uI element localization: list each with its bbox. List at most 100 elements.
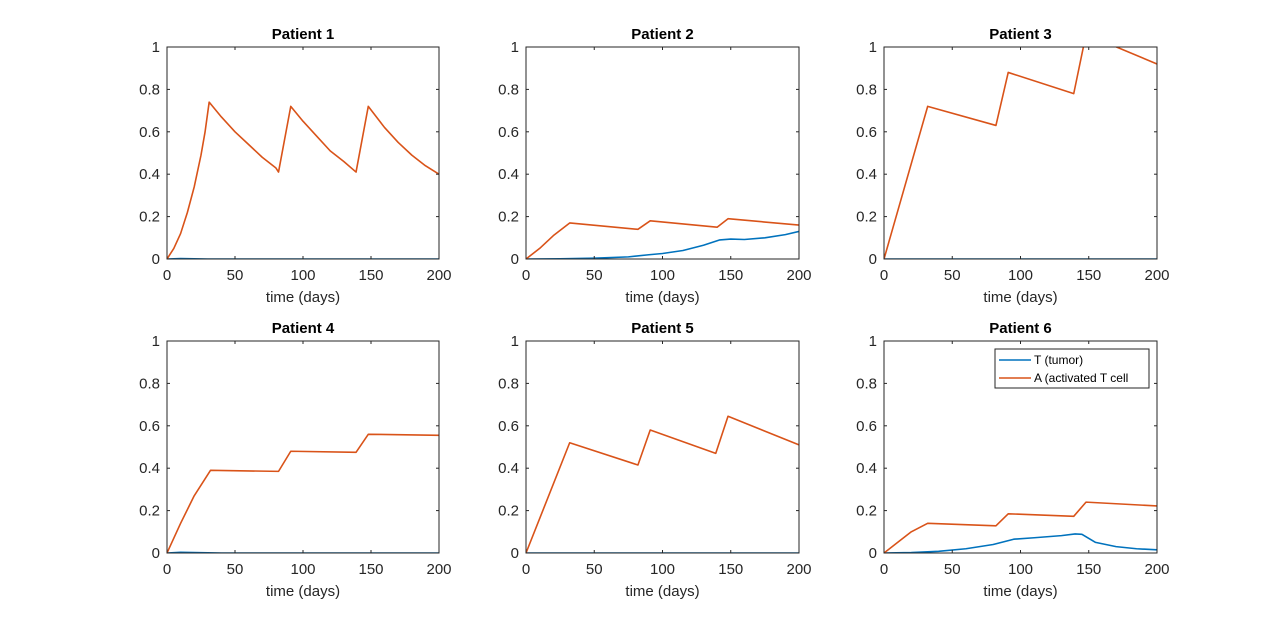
y-tick-label: 1 [869,333,877,350]
subplot-title: Patient 4 [272,320,335,337]
y-tick-label: 0.6 [856,418,877,435]
y-tick-label: 0.6 [139,418,160,435]
x-tick-label: 100 [650,561,675,578]
y-tick-label: 0.8 [139,81,160,98]
y-tick-label: 0.4 [856,460,877,477]
x-tick-label: 100 [1008,561,1033,578]
x-tick-label: 200 [426,561,451,578]
y-tick-label: 0.8 [498,375,519,392]
legend-label: A (activated T cell [1034,371,1128,385]
subplot-title: Patient 2 [631,26,694,43]
subplot-3: 0 50 100 150 200 0 0.2 0.4 0.6 0.8 1 Patient 3 time … [856,26,1169,306]
series-t-line [884,533,1157,553]
plot-area [167,47,439,259]
x-tick-label: 150 [718,561,743,578]
series-a-line [526,415,799,553]
series-a-line [884,47,1157,259]
y-tick-label: 0.8 [856,81,877,98]
x-tick-label: 0 [880,561,888,578]
y-tick-label: 0.2 [856,503,877,520]
x-tick-label: 150 [358,561,383,578]
y-tick-label: 0.2 [498,503,519,520]
subplot-6: 0 50 100 150 200 0 0.2 0.4 0.6 0.8 1 Patient 6 time … [856,320,1169,600]
y-tick-label: 0.4 [139,460,160,477]
x-tick-label: 50 [586,267,603,284]
x-tick-label: 50 [944,267,961,284]
y-tick-label: 0 [869,545,877,562]
x-tick-label: 0 [163,561,171,578]
y-tick-label: 0.2 [139,209,160,226]
series-a-line [167,101,439,259]
x-tick-label: 150 [718,267,743,284]
y-tick-label: 0.6 [139,124,160,141]
y-tick-label: 1 [511,333,519,350]
subplot-title: Patient 3 [989,26,1052,43]
x-axis-label: time (days) [983,289,1057,306]
y-tick-label: 0.2 [498,209,519,226]
y-tick-label: 0 [869,251,877,268]
legend-box [994,348,1150,389]
y-tick-label: 0 [152,251,160,268]
subplot-4: 0 50 100 150 200 0 0.2 0.4 0.6 0.8 1 Patient 4 time … [139,320,451,600]
x-tick-label: 100 [290,267,315,284]
x-tick-label: 0 [522,561,530,578]
x-tick-label: 150 [358,267,383,284]
x-tick-label: 200 [786,561,811,578]
x-tick-label: 100 [1008,267,1033,284]
x-tick-label: 0 [880,267,888,284]
plot-area [167,341,439,553]
x-tick-label: 200 [1144,267,1169,284]
x-tick-label: 200 [426,267,451,284]
y-tick-label: 0.6 [498,418,519,435]
subplot-1: 0 50 100 150 200 0 0.2 0.4 0.6 0.8 1 Patient 1 time … [139,26,451,306]
y-tick-label: 0 [511,545,519,562]
y-tick-label: 1 [152,333,160,350]
series-a-line [526,217,799,259]
y-tick-label: 0.8 [856,375,877,392]
x-tick-label: 50 [227,267,244,284]
y-tick-label: 0.6 [498,124,519,141]
y-tick-label: 0.2 [139,503,160,520]
x-axis-label: time (days) [983,583,1057,600]
y-tick-label: 0 [152,545,160,562]
x-axis-label: time (days) [266,289,340,306]
series-t-line [526,230,799,259]
x-tick-label: 50 [586,561,603,578]
y-tick-label: 1 [869,39,877,56]
plot-area [526,341,799,553]
x-tick-label: 50 [944,561,961,578]
x-tick-label: 150 [1076,561,1101,578]
subplot-title: Patient 6 [989,320,1052,337]
subplot-5: 0 50 100 150 200 0 0.2 0.4 0.6 0.8 1 Patient 5 time … [498,320,811,600]
y-tick-label: 1 [511,39,519,56]
x-tick-label: 0 [522,267,530,284]
x-axis-label: time (days) [266,583,340,600]
subplot-title: Patient 1 [272,26,335,43]
legend: T (tumor) A (activated T cell [994,348,1150,389]
x-tick-label: 200 [1144,561,1169,578]
x-tick-label: 200 [786,267,811,284]
y-tick-label: 0.4 [498,460,519,477]
y-tick-label: 0 [511,251,519,268]
y-tick-label: 0.8 [498,81,519,98]
y-tick-label: 0.2 [856,209,877,226]
y-tick-label: 1 [152,39,160,56]
series-a-line [167,433,439,553]
x-tick-label: 0 [163,267,171,284]
plot-area [526,47,799,259]
subplot-2: 0 50 100 150 200 0 0.2 0.4 0.6 0.8 1 Patient 2 time … [498,26,811,306]
y-tick-label: 0.8 [139,375,160,392]
x-tick-label: 50 [227,561,244,578]
legend-label: T (tumor) [1034,353,1083,367]
x-tick-label: 100 [650,267,675,284]
plot-area [884,47,1157,259]
x-tick-label: 150 [1076,267,1101,284]
y-tick-label: 0.4 [139,166,160,183]
y-tick-label: 0.4 [498,166,519,183]
x-axis-label: time (days) [625,583,699,600]
x-tick-label: 100 [290,561,315,578]
x-axis-label: time (days) [625,289,699,306]
y-tick-label: 0.6 [856,124,877,141]
series-a-line [884,501,1157,553]
